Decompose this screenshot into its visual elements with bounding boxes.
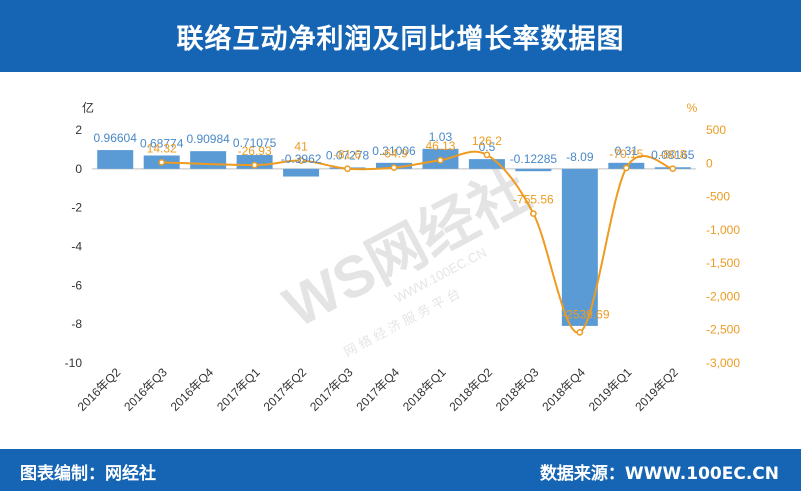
right-tick-label: 0 — [706, 156, 713, 170]
left-tick-label: -2 — [71, 201, 82, 215]
line-point — [297, 157, 305, 164]
x-tick-label: 2019年Q2 — [632, 365, 681, 414]
x-tick-label: 2017年Q2 — [261, 365, 310, 414]
line-point — [576, 329, 584, 336]
left-tick-label: -10 — [65, 356, 83, 370]
left-tick-label: -4 — [71, 240, 82, 254]
x-tick-label: 2016年Q4 — [168, 365, 217, 414]
bar — [515, 168, 552, 172]
title-banner: 联络互动净利润及同比增长率数据图 — [0, 0, 801, 72]
bar-value-label: 0.68774 — [140, 136, 184, 150]
combo-chart: WS网经社 WWW.100EC.CN 网 络 经 济 服 务 平 台 亿 % 2 0 -… — [65, 100, 741, 414]
line-value-label: -755.56 — [513, 193, 554, 207]
bar-value-label: 0.07278 — [326, 148, 370, 162]
data-labels: 0.96604 0.68774 0.90984 0.71075 -0.3962 0.072… — [94, 130, 695, 322]
x-tick-label: 2017年Q4 — [354, 365, 403, 414]
right-tick-label: -1,500 — [706, 256, 740, 270]
right-tick-label: -2,500 — [706, 323, 740, 337]
x-tick-label: 2018年Q2 — [446, 365, 495, 414]
left-tick-label: -8 — [71, 317, 82, 331]
bar — [283, 168, 320, 177]
line-value-label: 126.2 — [472, 134, 502, 148]
line-point — [669, 165, 677, 173]
left-tick-label: 0 — [75, 162, 82, 176]
bar-value-label: 0.90984 — [186, 132, 230, 146]
chart-area: WS网经社 WWW.100EC.CN 网 络 经 济 服 务 平 台 亿% 2 0 -… — [0, 72, 801, 449]
line-value-label: -64.9 — [380, 147, 408, 161]
line-series — [158, 150, 677, 336]
line-value-label: -80.8 — [659, 148, 687, 162]
line-value-label: -70.15 — [609, 147, 643, 161]
line-value-label: -26.93 — [238, 144, 272, 158]
bar-value-label: 0.31006 — [372, 144, 416, 158]
bar-value-label: 0.5 — [479, 140, 496, 154]
bar-value-label: 0.71075 — [233, 136, 277, 150]
line-value-label: -2539.69 — [562, 307, 610, 321]
line-value-label: -81.6 — [334, 148, 362, 162]
x-tick-label: 2017年Q3 — [307, 365, 356, 414]
x-tick-label: 2016年Q3 — [121, 365, 170, 414]
right-tick-label: -1,000 — [706, 223, 740, 237]
bar — [190, 151, 227, 169]
bar — [468, 159, 505, 169]
right-tick-label: -2,000 — [706, 289, 740, 303]
line-value-label: 41 — [294, 140, 308, 154]
right-tick-label: -500 — [706, 190, 730, 204]
right-tick-label: 500 — [706, 123, 726, 137]
bar-value-label: 1.03 — [429, 130, 453, 144]
line-point — [251, 161, 258, 169]
line-point — [390, 164, 398, 171]
line-point — [622, 164, 630, 172]
line-point — [344, 165, 351, 173]
growth-rate-line — [161, 150, 674, 334]
line-value-label: 46.13 — [425, 139, 455, 153]
footer-credit: 图表编制：网经社 — [20, 464, 156, 484]
x-tick-label: 2019年Q1 — [586, 365, 635, 414]
page-title: 联络互动净利润及同比增长率数据图 — [176, 24, 625, 55]
line-value-label: 14.32 — [147, 141, 177, 155]
bar — [561, 168, 598, 326]
x-tick-label: 2017年Q1 — [214, 365, 263, 414]
bar-value-label: 0.08165 — [651, 148, 695, 162]
left-tick-label: 2 — [75, 123, 82, 137]
line-point — [483, 151, 491, 159]
left-tick-label: -6 — [71, 278, 82, 292]
x-tick-label: 2018年Q3 — [493, 365, 542, 414]
line-point — [437, 156, 444, 164]
bar — [97, 150, 134, 169]
line-point — [530, 210, 537, 217]
left-axis-unit: 亿 — [82, 100, 94, 115]
x-tick-label: 2018年Q1 — [400, 365, 449, 414]
watermark: WS网经社 WWW.100EC.CN 网 络 经 济 服 务 平 台 — [273, 157, 540, 359]
footer: 图表编制：网经社 数据来源：WWW.100EC.CN — [0, 449, 801, 491]
bar-value-label: -8.09 — [566, 150, 594, 164]
bar-value-label: -0.3962 — [281, 152, 322, 166]
bar-value-label: 0.31 — [615, 144, 639, 158]
right-tick-label: -3,000 — [706, 356, 740, 370]
x-tick-label: 2018年Q4 — [539, 365, 588, 414]
footer-source: 数据来源：WWW.100EC.CN — [539, 464, 779, 484]
bar-value-label: -0.12285 — [510, 152, 558, 166]
right-axis-unit: % — [687, 101, 698, 115]
x-tick-label: 2016年Q2 — [75, 365, 124, 414]
bar-value-label: 0.96604 — [94, 131, 138, 145]
line-point — [158, 158, 166, 166]
